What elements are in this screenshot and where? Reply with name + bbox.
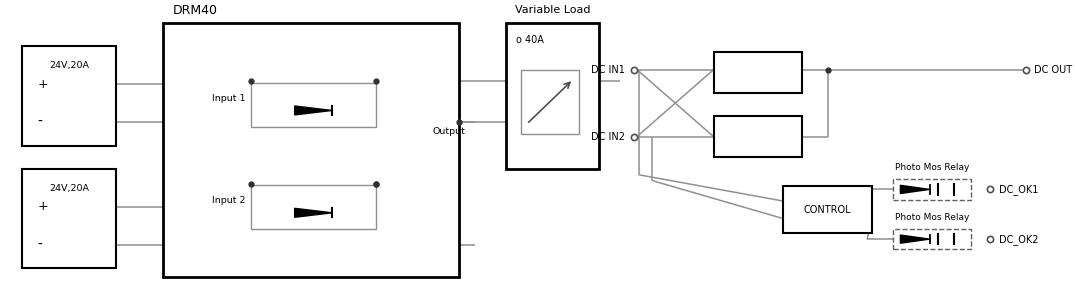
Text: -: - [38,115,43,129]
Bar [893,179,971,200]
Bar [714,52,802,93]
Bar [23,169,116,269]
Bar [714,116,802,157]
Polygon shape [901,185,930,193]
Bar [162,23,459,277]
Text: DC_OK1: DC_OK1 [999,184,1038,195]
Bar [893,229,971,249]
Text: 24V,20A: 24V,20A [49,61,89,70]
Text: DC IN1: DC IN1 [591,65,626,74]
Text: -: - [38,238,43,252]
Text: +: + [38,200,48,213]
Text: Photo Mos Relay: Photo Mos Relay [895,213,970,222]
Text: DC OUT: DC OUT [1034,65,1072,74]
Bar [23,46,116,146]
Bar [521,69,578,134]
Text: Output: Output [433,127,465,136]
Text: 24V,20A: 24V,20A [49,184,89,193]
Bar [505,23,600,169]
Bar [250,185,376,229]
Polygon shape [295,106,332,115]
Bar [784,187,872,233]
Bar [250,83,376,126]
Polygon shape [901,235,930,243]
Text: o 40A: o 40A [516,35,544,45]
Text: Input 1: Input 1 [212,94,246,103]
Text: Photo Mos Relay: Photo Mos Relay [895,163,970,172]
Text: Variable Load: Variable Load [515,5,590,16]
Text: DC_OK2: DC_OK2 [999,234,1038,245]
Polygon shape [295,208,332,217]
Text: Input 2: Input 2 [212,196,246,205]
Text: CONTROL: CONTROL [804,205,851,215]
Text: +: + [38,78,48,91]
Text: DRM40: DRM40 [173,4,218,17]
Text: DC IN2: DC IN2 [591,132,626,142]
